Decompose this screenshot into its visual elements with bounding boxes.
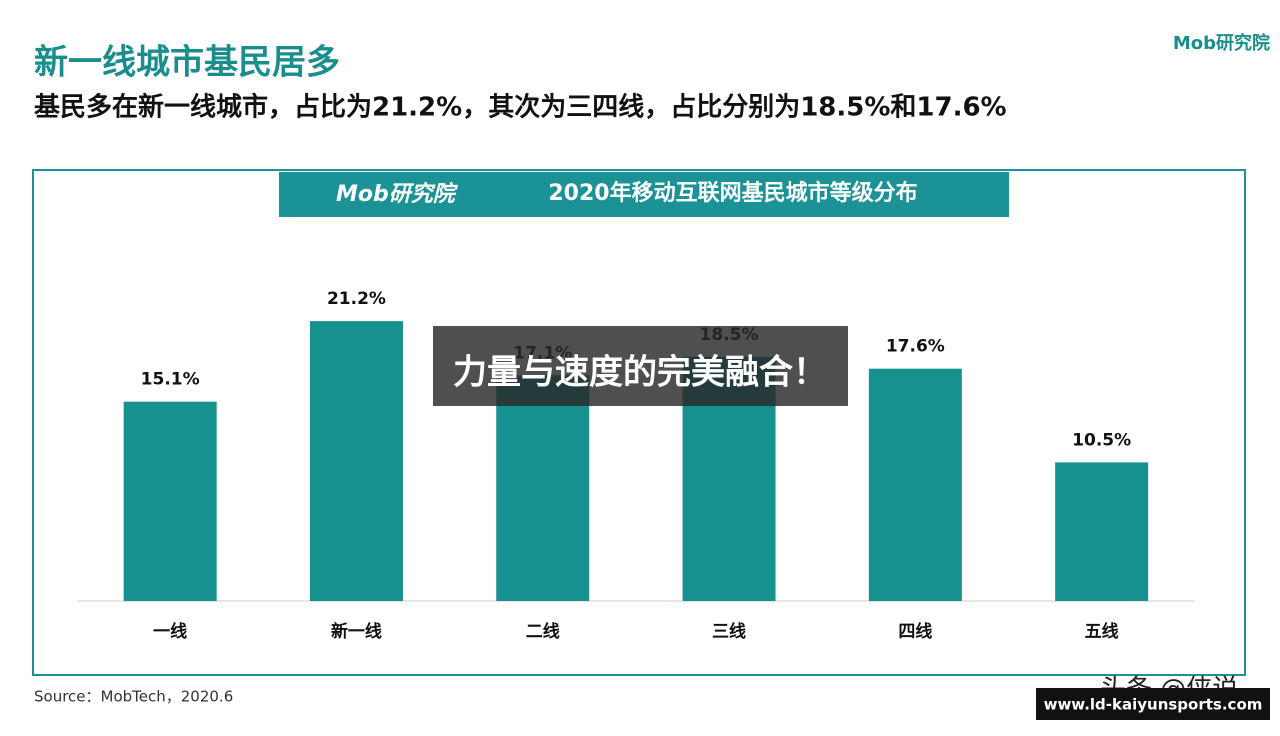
bar <box>868 368 962 601</box>
slide-title: 新一线城市基民居多 <box>34 43 340 83</box>
value-label: 21.2% <box>327 289 386 309</box>
chart-title: 2020年移动互联网基民城市等级分布 <box>548 180 917 206</box>
logo: Mob研究院 <box>1173 32 1270 54</box>
x-tick-label: 四线 <box>898 621 932 642</box>
overlay-banner <box>433 326 848 406</box>
url-banner <box>1036 688 1270 720</box>
url: www.ld-kaiyunsports.com <box>1044 696 1263 714</box>
chart-logo: Mob研究院 <box>336 181 459 207</box>
value-label: 17.6% <box>886 337 945 357</box>
bar <box>123 401 217 601</box>
value-label: 15.1% <box>141 370 200 390</box>
value-label: 10.5% <box>1072 430 1131 450</box>
x-tick-label: 新一线 <box>331 621 382 642</box>
bar <box>309 321 403 601</box>
x-tick-label: 三线 <box>712 621 746 642</box>
bar <box>1055 462 1149 601</box>
x-tick-label: 一线 <box>153 621 187 642</box>
chart-frame <box>32 169 1246 676</box>
chart-header <box>279 172 1009 217</box>
overlay-text: 力量与速度的完美融合！ <box>453 353 827 393</box>
slide-subtitle: 基民多在新一线城市，占比为21.2%，其次为三四线，占比分别为18.5%和17.… <box>34 92 1007 123</box>
bar <box>496 375 590 601</box>
x-tick-label: 五线 <box>1085 621 1119 642</box>
x-tick-label: 二线 <box>526 621 560 642</box>
source: Source：MobTech，2020.6 <box>34 688 233 706</box>
